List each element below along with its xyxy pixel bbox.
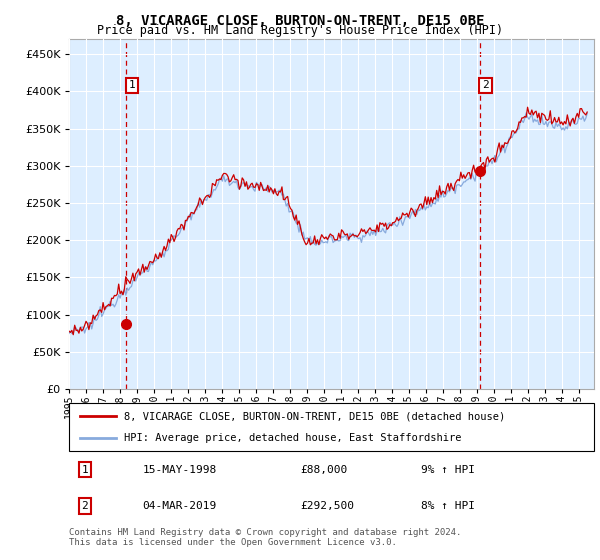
Text: 9% ↑ HPI: 9% ↑ HPI bbox=[421, 465, 475, 475]
Text: 2: 2 bbox=[82, 501, 88, 511]
Text: 8, VICARAGE CLOSE, BURTON-ON-TRENT, DE15 0BE: 8, VICARAGE CLOSE, BURTON-ON-TRENT, DE15… bbox=[116, 14, 484, 28]
Text: 15-MAY-1998: 15-MAY-1998 bbox=[143, 465, 217, 475]
Text: £88,000: £88,000 bbox=[300, 465, 347, 475]
Text: 8% ↑ HPI: 8% ↑ HPI bbox=[421, 501, 475, 511]
Text: HPI: Average price, detached house, East Staffordshire: HPI: Average price, detached house, East… bbox=[124, 433, 461, 443]
Text: 04-MAR-2019: 04-MAR-2019 bbox=[143, 501, 217, 511]
Text: 8, VICARAGE CLOSE, BURTON-ON-TRENT, DE15 0BE (detached house): 8, VICARAGE CLOSE, BURTON-ON-TRENT, DE15… bbox=[124, 411, 505, 421]
Text: 1: 1 bbox=[82, 465, 88, 475]
Text: £292,500: £292,500 bbox=[300, 501, 354, 511]
Text: 2: 2 bbox=[482, 81, 489, 90]
FancyBboxPatch shape bbox=[69, 403, 594, 451]
Text: Contains HM Land Registry data © Crown copyright and database right 2024.
This d: Contains HM Land Registry data © Crown c… bbox=[69, 528, 461, 547]
Text: 1: 1 bbox=[129, 81, 136, 90]
Text: Price paid vs. HM Land Registry's House Price Index (HPI): Price paid vs. HM Land Registry's House … bbox=[97, 24, 503, 37]
